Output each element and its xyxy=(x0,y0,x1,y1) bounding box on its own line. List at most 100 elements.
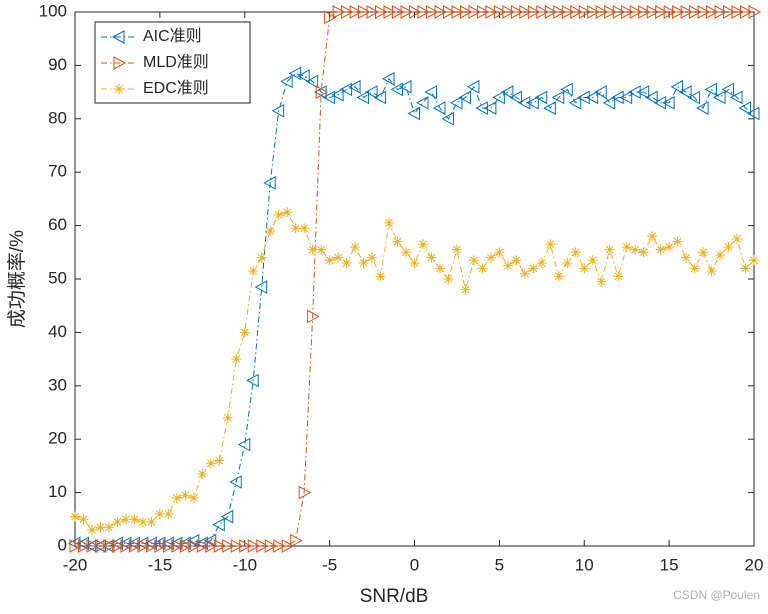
marker xyxy=(415,95,429,110)
marker xyxy=(687,90,701,105)
marker xyxy=(510,5,524,19)
marker xyxy=(384,217,395,228)
marker xyxy=(570,247,581,258)
marker xyxy=(70,511,80,522)
marker xyxy=(248,265,259,276)
marker xyxy=(407,106,420,121)
marker xyxy=(604,5,617,19)
marker xyxy=(679,85,692,99)
x-tick-label: 5 xyxy=(495,555,504,574)
marker xyxy=(390,82,404,97)
marker xyxy=(135,536,149,551)
marker xyxy=(163,508,174,519)
marker xyxy=(568,95,582,110)
x-tick-label: 15 xyxy=(660,555,679,574)
marker xyxy=(611,90,624,105)
marker xyxy=(95,522,106,533)
legend-marker xyxy=(113,56,127,70)
marker xyxy=(483,101,497,115)
marker xyxy=(212,517,225,532)
legend-label: EDC准则 xyxy=(143,79,209,97)
marker xyxy=(646,5,660,19)
marker xyxy=(587,255,598,266)
marker xyxy=(290,223,301,234)
marker xyxy=(180,490,191,501)
marker xyxy=(494,247,505,258)
marker xyxy=(638,247,649,258)
series-line xyxy=(75,11,754,547)
marker xyxy=(161,536,174,551)
marker xyxy=(129,514,140,525)
marker xyxy=(500,85,514,99)
marker xyxy=(264,539,278,553)
marker xyxy=(205,458,216,469)
marker xyxy=(120,514,131,525)
marker xyxy=(213,539,227,553)
marker xyxy=(441,111,454,126)
marker xyxy=(103,522,114,533)
y-tick-label: 70 xyxy=(48,162,67,181)
marker xyxy=(239,327,250,338)
x-tick-label: 20 xyxy=(745,555,764,574)
marker xyxy=(570,5,583,19)
marker xyxy=(154,539,167,553)
marker xyxy=(86,524,97,535)
marker xyxy=(280,74,293,89)
marker xyxy=(630,244,641,255)
marker xyxy=(729,90,743,105)
y-tick-label: 100 xyxy=(39,1,67,20)
marker xyxy=(265,225,276,236)
marker xyxy=(154,508,165,519)
x-tick-label: -10 xyxy=(232,555,257,574)
marker xyxy=(162,539,176,553)
marker xyxy=(341,5,354,19)
marker xyxy=(740,5,753,19)
y-tick-label: 80 xyxy=(48,108,67,127)
watermark: CSDN @Poulen xyxy=(673,588,760,602)
marker xyxy=(358,257,369,268)
marker xyxy=(417,5,431,19)
marker xyxy=(426,252,437,263)
x-tick-label: 10 xyxy=(575,555,594,574)
marker xyxy=(612,5,626,19)
marker xyxy=(493,5,507,19)
marker xyxy=(655,5,668,19)
marker xyxy=(169,536,183,551)
marker xyxy=(366,5,380,19)
marker xyxy=(560,82,573,97)
marker xyxy=(356,90,370,105)
y-tick-label: 20 xyxy=(48,429,67,448)
marker xyxy=(594,85,607,99)
marker xyxy=(392,236,403,247)
marker xyxy=(689,5,702,19)
marker xyxy=(740,263,751,274)
marker xyxy=(604,244,615,255)
marker xyxy=(663,5,677,19)
marker xyxy=(350,241,361,252)
marker xyxy=(381,71,395,86)
marker xyxy=(128,539,142,553)
marker xyxy=(231,354,242,365)
marker xyxy=(449,95,463,110)
marker xyxy=(179,539,193,553)
marker xyxy=(468,255,479,266)
x-tick-label: -5 xyxy=(322,555,337,574)
marker xyxy=(519,268,530,279)
marker xyxy=(596,276,607,287)
marker xyxy=(76,536,89,551)
marker xyxy=(273,539,286,553)
marker xyxy=(706,5,719,19)
marker xyxy=(111,539,125,553)
marker xyxy=(748,5,762,19)
marker xyxy=(367,252,378,263)
y-tick-label: 30 xyxy=(48,375,67,394)
marker xyxy=(409,257,420,268)
marker xyxy=(237,437,251,452)
marker xyxy=(305,74,319,89)
marker xyxy=(545,239,556,250)
marker xyxy=(324,255,335,266)
marker xyxy=(401,247,412,258)
marker xyxy=(417,239,428,250)
marker xyxy=(746,106,760,121)
